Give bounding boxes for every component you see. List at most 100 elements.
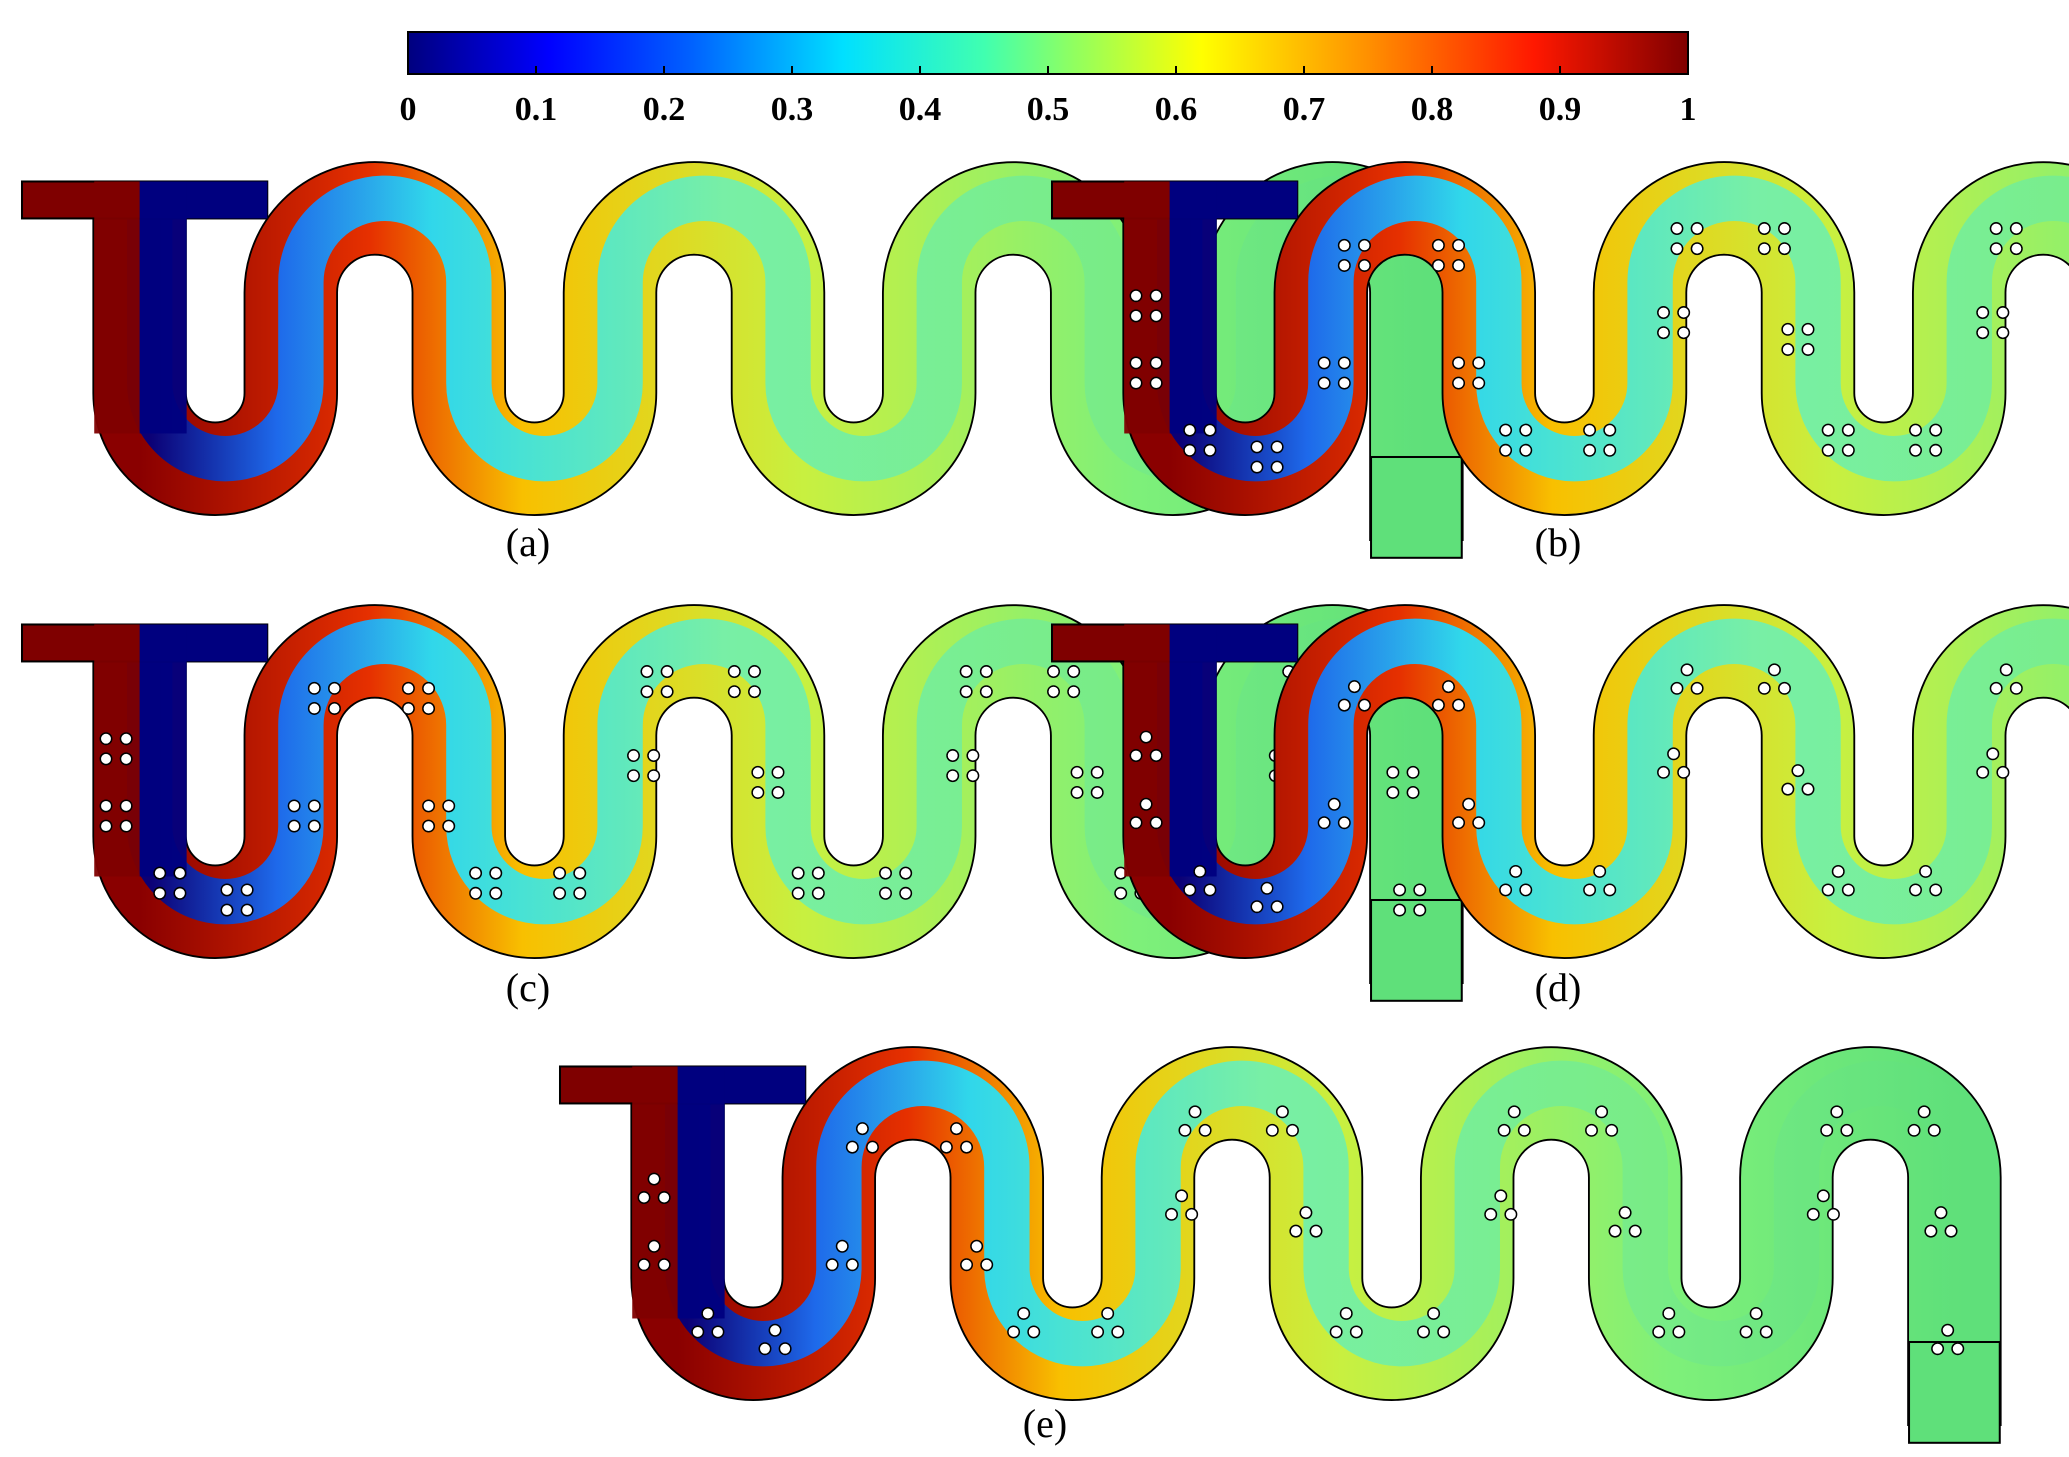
obstacle-circle [1929, 423, 1943, 437]
obstacle-circle [751, 765, 765, 779]
obstacle-circle [1317, 356, 1331, 370]
obstacle-circle [1090, 765, 1104, 779]
obstacle-circle [99, 799, 113, 813]
inlet-high-stream [1124, 624, 1170, 877]
obstacle-circle [640, 685, 654, 699]
obstacle-circle [1996, 765, 2010, 779]
obstacle-circle [1406, 786, 1420, 799]
obstacle-circle [1767, 663, 1781, 677]
obstacle-circle [1749, 1306, 1763, 1320]
obstacle-circle [1603, 883, 1617, 897]
colorbar-tick-label: 0.1 [515, 91, 558, 128]
obstacle-circle [401, 681, 415, 695]
obstacle-circle [1628, 1224, 1642, 1238]
obstacle-circle [1909, 443, 1922, 457]
obstacle-circle [1801, 343, 1815, 356]
obstacle-circle [1337, 376, 1351, 390]
obstacle-circle [1299, 1206, 1313, 1220]
obstacle-circle [1989, 222, 2003, 235]
obstacle-circle [1393, 883, 1407, 897]
obstacle-circle [691, 1325, 705, 1339]
obstacle-circle [1507, 1105, 1521, 1119]
obstacle-circle [811, 866, 825, 880]
obstacle-circle [748, 665, 761, 678]
inlet-low-stream [1169, 181, 1217, 434]
obstacle-circle [553, 866, 567, 880]
obstacle-circle [1757, 681, 1771, 695]
obstacle-circle [1585, 1123, 1598, 1137]
obstacle-circle [1759, 1325, 1773, 1339]
obstacle-circle [1801, 782, 1815, 796]
obstacle-circle [1317, 816, 1331, 830]
obstacle-circle [1826, 1207, 1840, 1221]
obstacle-circle [1821, 443, 1835, 457]
concentration-field-high [1124, 606, 2069, 958]
obstacle-circle [1934, 1206, 1948, 1220]
obstacle-circle [1677, 765, 1691, 779]
obstacle-circle [1909, 883, 1922, 897]
inlet-high-stream [632, 1066, 678, 1319]
obstacle-circle [647, 1239, 661, 1253]
obstacle-circle [1358, 238, 1371, 252]
obstacle-circle [1603, 423, 1617, 437]
obstacle-circle [959, 685, 973, 699]
obstacle-circle [1778, 681, 1791, 695]
obstacle-circle [778, 1342, 792, 1356]
inlet-low-stream [139, 624, 187, 877]
obstacle-circle [758, 1342, 772, 1356]
obstacle-circle [1193, 864, 1207, 878]
obstacle-circle [1820, 1123, 1834, 1137]
obstacle-circle [979, 685, 993, 699]
obstacle-circle [1337, 356, 1351, 370]
obstacle-circle [1452, 356, 1466, 370]
obstacle-circle [1583, 423, 1597, 437]
obstacle-circle [1286, 1123, 1299, 1137]
obstacle-circle [119, 799, 133, 813]
obstacle-circle [1413, 903, 1427, 917]
obstacle-circle [1129, 289, 1143, 303]
obstacle-circle [791, 866, 805, 880]
obstacle-circle [1504, 1207, 1518, 1221]
obstacle-circle [727, 685, 741, 699]
obstacle-circle [1778, 222, 1791, 235]
obstacle-circle [1781, 782, 1795, 796]
obstacle-circle [1250, 440, 1264, 454]
obstacle-circle [845, 1258, 859, 1272]
obstacle-circle [2009, 242, 2023, 256]
obstacle-circle [119, 819, 133, 833]
concentration-field-high [1124, 163, 2069, 515]
obstacle-circle [627, 749, 640, 762]
obstacle-circle [1996, 326, 2010, 340]
obstacle-circle [153, 886, 167, 900]
obstacle-circle [1999, 663, 2013, 677]
obstacle-circle [637, 1258, 651, 1272]
obstacle-circle [1198, 1123, 1212, 1137]
obstacle-circle [1339, 1306, 1353, 1320]
obstacle-circle [1517, 1123, 1531, 1137]
obstacle-circle [1841, 443, 1855, 457]
colorbar-tick-label: 0.8 [1411, 91, 1454, 128]
obstacle-circle [825, 1258, 839, 1272]
panel-label: (e) [1023, 1401, 1067, 1446]
obstacle-circle [1347, 680, 1361, 694]
concentration-field-low [1157, 618, 2069, 925]
colorbar-tick-label: 0 [400, 91, 417, 128]
obstacle-circle [422, 681, 436, 695]
obstacle-circle [1349, 1325, 1363, 1339]
obstacle-circle [1519, 423, 1533, 437]
obstacle-circle [307, 681, 321, 695]
obstacle-circle [1652, 1325, 1666, 1339]
obstacle-circle [328, 702, 341, 715]
obstacle-circle [1593, 864, 1607, 878]
obstacle-circle [1442, 680, 1455, 694]
obstacle-circle [1680, 663, 1694, 677]
obstacle-circle [960, 1258, 974, 1272]
obstacle-circle [1670, 222, 1684, 235]
obstacle-circle [1791, 764, 1805, 778]
obstacle-circle [1739, 1325, 1753, 1339]
obstacle-circle [1472, 376, 1486, 390]
obstacle-circle [1986, 747, 2000, 761]
obstacle-circle [1944, 1224, 1958, 1238]
obstacle-circle [727, 665, 741, 678]
colorbar-tick-label: 0.2 [643, 91, 686, 128]
